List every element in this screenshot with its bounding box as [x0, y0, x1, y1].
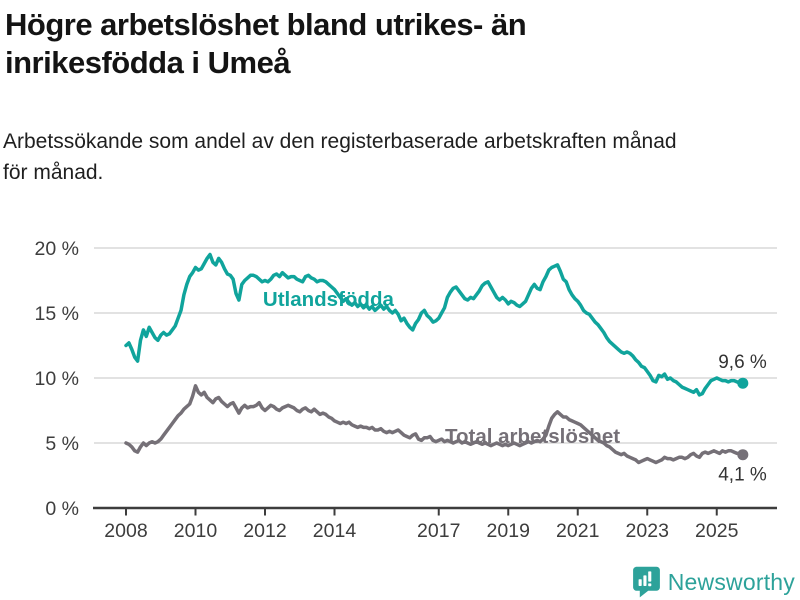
series-end-dot-total-arbetsloshet — [737, 449, 749, 461]
x-axis-label: 2017 — [417, 520, 460, 542]
newsworthy-logo: Newsworthy — [632, 566, 795, 598]
x-axis-label: 2021 — [556, 520, 599, 542]
newsworthy-logo-text: Newsworthy — [667, 568, 795, 595]
series-end-value-total-arbetsloshet: 4,1 % — [718, 465, 767, 486]
y-axis-label: 20 % — [35, 238, 79, 260]
logo-exclamation-bar — [647, 571, 652, 582]
x-axis-label: 2012 — [243, 520, 286, 542]
y-axis-label: 15 % — [35, 303, 79, 325]
series-label-total-arbetsloshet: Total arbetslöshet — [445, 425, 620, 448]
logo-bar-mid — [643, 575, 647, 586]
x-axis-label: 2008 — [104, 520, 147, 542]
x-axis-label: 2023 — [626, 520, 669, 542]
y-axis-label: 10 % — [35, 368, 79, 390]
x-axis-label: 2025 — [695, 520, 739, 542]
series-line-utlandsfodda — [124, 252, 745, 397]
chart-subtitle: Arbetssökande som andel av den registerb… — [3, 130, 677, 184]
chart-title: Högre arbetslöshet bland utrikes- än inr… — [5, 7, 527, 80]
series-label-utlandsfodda: Utlandsfödda — [263, 288, 395, 311]
logo-bar-short — [638, 579, 642, 586]
newsworthy-logo-icon — [632, 566, 660, 598]
x-axis-label: 2019 — [487, 520, 530, 542]
y-axis-label: 5 % — [45, 433, 79, 455]
y-axis-label: 0 % — [45, 498, 79, 520]
x-axis-label: 2010 — [174, 520, 218, 542]
x-axis-label: 2014 — [313, 520, 357, 542]
series-end-value-utlandsfodda: 9,6 % — [718, 352, 767, 373]
logo-exclamation-dot — [647, 583, 652, 587]
series-line-total-arbetsloshet — [124, 384, 745, 465]
series-end-dot-utlandsfodda — [737, 377, 749, 389]
